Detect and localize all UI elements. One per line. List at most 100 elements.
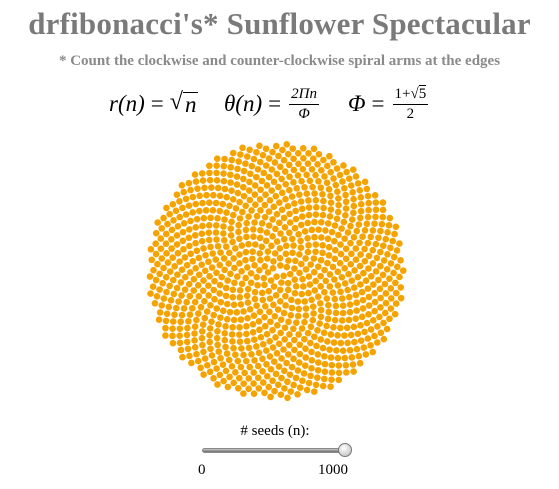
sunflower-seed (323, 322, 330, 330)
sunflower-seed (228, 218, 235, 226)
sunflower-seed (344, 286, 351, 294)
sunflower-seed (377, 329, 385, 337)
sunflower-seed (229, 324, 236, 331)
sunflower-seed (346, 346, 354, 354)
sunflower-seed (384, 229, 391, 236)
sunflower-seed (169, 332, 176, 340)
sunflower-seed (369, 260, 377, 267)
sunflower-seed (236, 331, 243, 338)
sunflower-seed (327, 168, 335, 176)
sunflower-seed (330, 339, 338, 346)
sunflower-seed (235, 221, 242, 229)
sunflower-seed (369, 348, 377, 356)
sunflower-seed (221, 216, 228, 223)
sunflower-seed (273, 238, 281, 245)
sunflower-seed (370, 281, 377, 288)
sunflower-seed (201, 184, 208, 192)
sunflower-seed (203, 191, 210, 199)
sunflower-seed (258, 289, 266, 297)
sunflower-seed (396, 273, 403, 281)
sunflower-seed (228, 363, 236, 370)
sunflower-seed (266, 337, 273, 345)
sunflower-seed (285, 161, 293, 169)
sunflower-seed (320, 329, 328, 337)
sunflower-seed (241, 369, 248, 377)
sunflower-seed (295, 160, 302, 168)
sunflower-seed (338, 295, 346, 302)
sunflower-seed (197, 364, 204, 372)
sunflower-seed (213, 155, 221, 162)
sunflower-seed (387, 295, 395, 302)
sunflower-seed (357, 200, 365, 208)
sunflower-seed (180, 188, 187, 196)
sunflower-seed (158, 255, 166, 262)
sunflower-seed (186, 292, 194, 300)
sunflower-seed (261, 322, 269, 330)
sunflower-seed (286, 331, 293, 338)
sunflower-seed (361, 227, 369, 234)
sunflower-seed (152, 229, 160, 237)
seed-slider-thumb[interactable] (338, 443, 352, 457)
sunflower-seed (253, 302, 260, 309)
seed-slider-track[interactable] (202, 448, 348, 453)
sunflower-seed (222, 292, 230, 300)
sunflower-seed (379, 199, 387, 206)
sunflower-seed (251, 262, 258, 269)
sunflower-seed (211, 295, 218, 303)
sunflower-seed (219, 200, 227, 208)
sunflower-seed (198, 261, 205, 268)
sunflower-seed (275, 219, 283, 227)
sunflower-seed (291, 200, 298, 207)
sunflower-seed (273, 350, 281, 357)
sunflower-seed (280, 235, 288, 243)
sunflower-seed (245, 213, 252, 220)
sunflower-seed (372, 268, 380, 275)
sunflower-seed (269, 148, 276, 156)
sunflower-seed (169, 201, 177, 208)
sunflower-seed (316, 299, 324, 307)
sunflower-seed (210, 358, 218, 366)
sunflower-seed (260, 274, 268, 282)
sunflower-seed (230, 301, 238, 309)
sunflower-seed (375, 276, 382, 284)
sunflower-seed (216, 281, 224, 289)
sunflower-seed (269, 233, 276, 240)
sunflower-seed (304, 248, 312, 256)
sunflower-seed (363, 220, 371, 228)
sunflower-seed (243, 153, 251, 160)
sunflower-seed (268, 187, 275, 194)
sunflower-seed (355, 221, 363, 228)
sunflower-seed (359, 296, 367, 304)
sunflower-seed (195, 271, 203, 279)
sunflower-seed (296, 341, 304, 349)
sunflower-seed (201, 314, 209, 322)
angle-numerator: 2Πn (289, 86, 319, 105)
sunflower-seed (339, 178, 346, 185)
sunflower-seed (236, 235, 243, 243)
sunflower-seed (202, 252, 209, 259)
sunflower-seed (300, 154, 307, 162)
sunflower-seed (369, 227, 377, 234)
sunflower-seed (160, 214, 167, 222)
sunflower-seed (282, 181, 290, 188)
sunflower-seed (246, 196, 254, 204)
sunflower-seed (231, 264, 238, 272)
sunflower-seed (265, 222, 273, 229)
sunflower-seed (220, 236, 228, 244)
sunflower-seed (392, 300, 400, 307)
sunflower-seed (291, 265, 298, 272)
sunflower-seed (267, 318, 274, 326)
sunflower-seed (346, 308, 354, 316)
sunflower-seed (285, 257, 292, 264)
sunflower-seed (346, 301, 354, 308)
sunflower-seed (240, 308, 247, 315)
sunflower-seed (321, 360, 329, 368)
sunflower-seed (378, 220, 386, 228)
sunflower-seed (328, 376, 335, 383)
sunflower-seed (354, 273, 362, 281)
sunflower-seed (373, 339, 381, 346)
sunflower-seed (308, 165, 316, 173)
sunflower-seed (255, 318, 263, 325)
sunflower-seed (397, 294, 405, 302)
